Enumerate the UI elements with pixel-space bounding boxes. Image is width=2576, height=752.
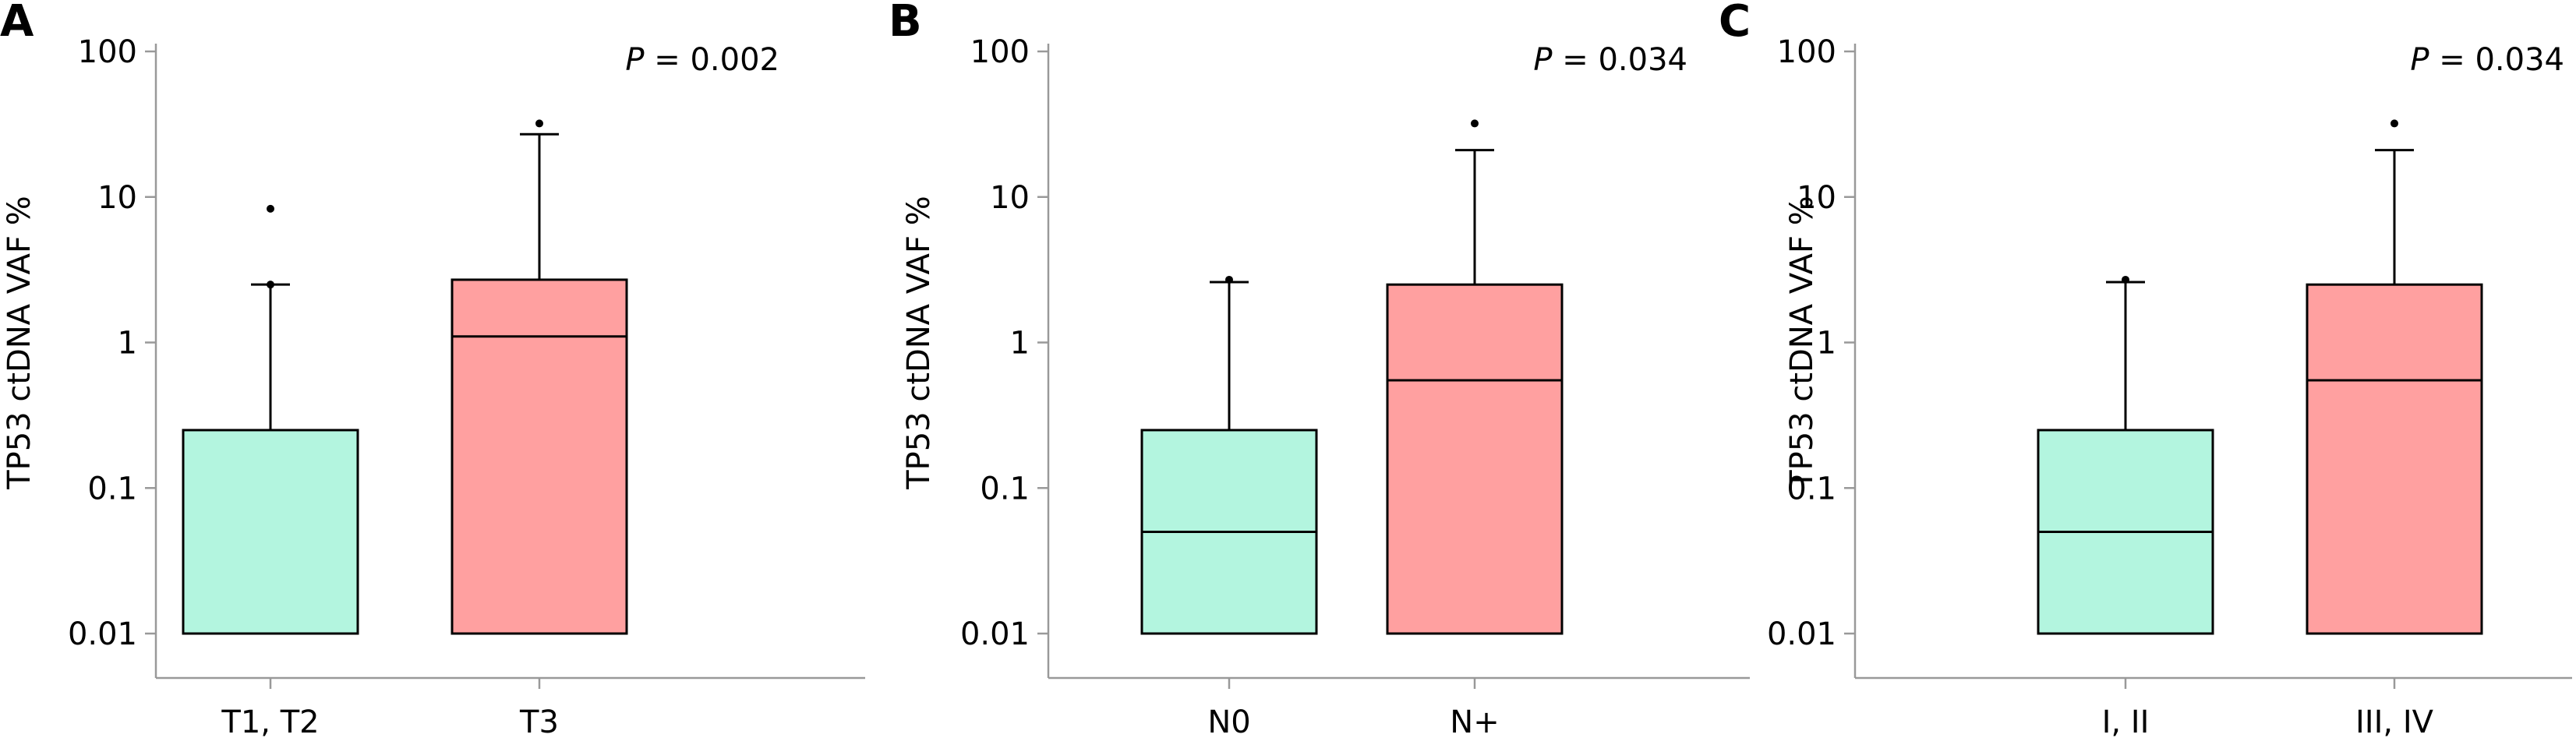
panel-B: B 0.01 0.1 1 10 100 TP53 ctDNA VAF % P = 0.034 N… bbox=[889, 0, 1750, 740]
outlier-point bbox=[267, 281, 274, 289]
panel-letter: C bbox=[1719, 0, 1751, 47]
y-tick-label: 0.1 bbox=[87, 471, 137, 507]
x-category-label: III, IV bbox=[2355, 704, 2434, 740]
x-category-label: N0 bbox=[1207, 704, 1250, 740]
panel-A: A 0.01 0.1 1 10 100 TP53 ctDNA VAF % P = 0.002 T… bbox=[0, 0, 865, 740]
box-group-2 bbox=[1386, 119, 1564, 635]
panel-letter: A bbox=[0, 0, 34, 47]
y-axis-label: TP53 ctDNA VAF % bbox=[1784, 196, 1820, 490]
p-value: = 0.034 bbox=[2429, 42, 2564, 78]
y-tick-label: 100 bbox=[1777, 34, 1836, 70]
y-axis-label: TP53 ctDNA VAF % bbox=[2, 196, 37, 490]
outlier-point bbox=[2122, 275, 2129, 284]
y-tick-label: 10 bbox=[990, 180, 1030, 216]
y-tick-label: 100 bbox=[78, 34, 137, 70]
outlier-point bbox=[1225, 275, 1233, 284]
box-group-1 bbox=[1140, 275, 1318, 635]
panel-C: C 0.01 0.1 1 10 100 TP53 ctDNA VAF % P = 0.034 I… bbox=[1719, 0, 2572, 740]
x-category-label: T3 bbox=[519, 704, 559, 740]
p-symbol: P bbox=[625, 42, 645, 78]
y-tick-label: 0.01 bbox=[68, 616, 137, 652]
box-group-1 bbox=[2037, 275, 2214, 635]
x-category-label: T1, T2 bbox=[221, 704, 319, 740]
p-value-label: P = 0.002 bbox=[625, 42, 779, 78]
panel-letter: B bbox=[889, 0, 922, 47]
y-tick-label: 0.01 bbox=[960, 616, 1030, 652]
y-tick-label: 10 bbox=[1797, 180, 1836, 216]
p-symbol: P bbox=[1533, 42, 1553, 78]
x-category-label: N+ bbox=[1450, 704, 1499, 740]
p-value: = 0.034 bbox=[1553, 42, 1687, 78]
outlier-point bbox=[267, 204, 274, 213]
y-tick-label: 1 bbox=[1010, 326, 1030, 362]
box-group-2 bbox=[2306, 119, 2483, 635]
x-category-label: I, II bbox=[2102, 704, 2150, 740]
box-group-1 bbox=[182, 204, 359, 635]
y-tick-label: 1 bbox=[118, 326, 137, 362]
p-value: = 0.002 bbox=[645, 42, 779, 78]
y-tick-label: 0.1 bbox=[1786, 471, 1836, 507]
outlier-point bbox=[1471, 119, 1479, 128]
y-tick-label: 0.1 bbox=[980, 471, 1030, 507]
y-tick-label: 100 bbox=[970, 34, 1030, 70]
p-symbol: P bbox=[2410, 42, 2429, 78]
y-tick-label: 10 bbox=[97, 180, 137, 216]
box-group-2 bbox=[451, 119, 628, 635]
p-value-label: P = 0.034 bbox=[1533, 42, 1687, 78]
outlier-point bbox=[2390, 119, 2398, 128]
p-value-label: P = 0.034 bbox=[2410, 42, 2564, 78]
y-tick-label: 0.01 bbox=[1767, 616, 1836, 652]
outlier-point bbox=[535, 119, 543, 128]
box-iqr bbox=[2306, 283, 2483, 635]
y-tick-label: 1 bbox=[1817, 326, 1836, 362]
box-iqr bbox=[1386, 283, 1564, 635]
box-iqr bbox=[451, 278, 628, 635]
y-axis-label: TP53 ctDNA VAF % bbox=[901, 196, 937, 490]
box-iqr bbox=[182, 429, 359, 635]
